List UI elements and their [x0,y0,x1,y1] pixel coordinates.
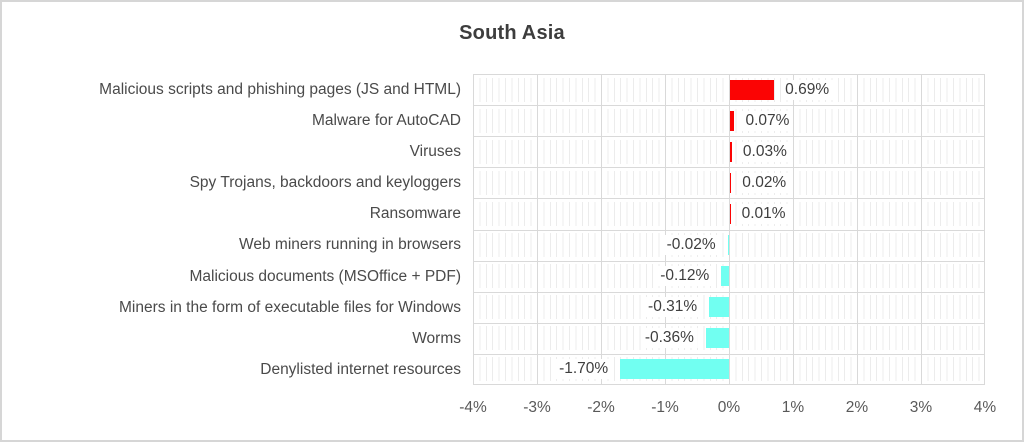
row-gridline [473,136,985,137]
major-gridline [537,74,538,385]
major-gridline [473,74,474,385]
row-gridline [473,230,985,231]
value-label: 0.03% [738,141,791,162]
value-label: 0.69% [781,79,834,100]
major-gridline [729,74,730,385]
category-label: Malicious scripts and phishing pages (JS… [99,81,461,98]
bar [709,297,729,318]
x-tick-label: -1% [651,399,679,416]
bar [730,110,735,131]
value-label: -0.31% [644,297,702,318]
category-label: Malware for AutoCAD [311,112,461,130]
x-tick-label: -2% [587,399,615,416]
bar [730,79,775,100]
row-gridline [473,354,985,355]
bar [721,266,729,287]
major-gridline [665,74,666,385]
x-tick-label: 1% [781,399,805,416]
plot-area: 0.69% 0.07% 0.03% 0.02% 0.01% -0.02% -0.12% -0.… [473,74,985,385]
value-label: -0.02% [662,235,720,256]
major-gridline [793,74,794,385]
major-gridline [601,74,602,385]
category-label: Web miners running in browsers [239,236,461,254]
major-gridline [984,74,985,385]
bar [730,203,731,224]
chart-title: South Asia [459,22,565,44]
major-gridline [921,74,922,385]
category-label: Viruses [409,143,461,161]
x-tick-label: 2% [845,399,869,416]
row-gridline [473,198,985,199]
category-label: Malicious documents (MSOffice + PDF) [189,267,461,285]
category-axis: Malicious scripts and phishing pages (JS… [2,74,461,385]
category-label: Worms [412,329,461,347]
value-label: 0.02% [738,172,791,193]
row-gridline [473,292,985,293]
category-label: Miners in the form of executable files f… [119,298,461,316]
major-gridline [857,74,858,385]
bar [727,235,729,256]
row-gridline [473,105,985,106]
x-tick-label: 3% [909,399,933,416]
value-label: 0.07% [741,110,794,131]
bar [730,141,732,162]
category-label: Ransomware [369,205,461,223]
x-tick-label: 0% [717,399,741,416]
value-label: -1.70% [555,359,613,380]
value-label: -0.36% [640,328,698,349]
x-tick-label: 4% [973,399,997,416]
bar [620,359,729,380]
row-gridline [473,167,985,168]
value-label: -0.12% [656,266,714,287]
value-label: 0.01% [737,203,790,224]
row-gridline [473,261,985,262]
bar [730,172,732,193]
category-label: Spy Trojans, backdoors and keyloggers [189,174,461,192]
row-gridline [473,323,985,324]
category-label: Denylisted internet resources [260,360,461,378]
row-gridline [473,74,985,75]
x-tick-label: -4% [459,399,487,416]
x-tick-label: -3% [523,399,551,416]
bar [705,328,729,349]
row-gridline [473,384,985,385]
